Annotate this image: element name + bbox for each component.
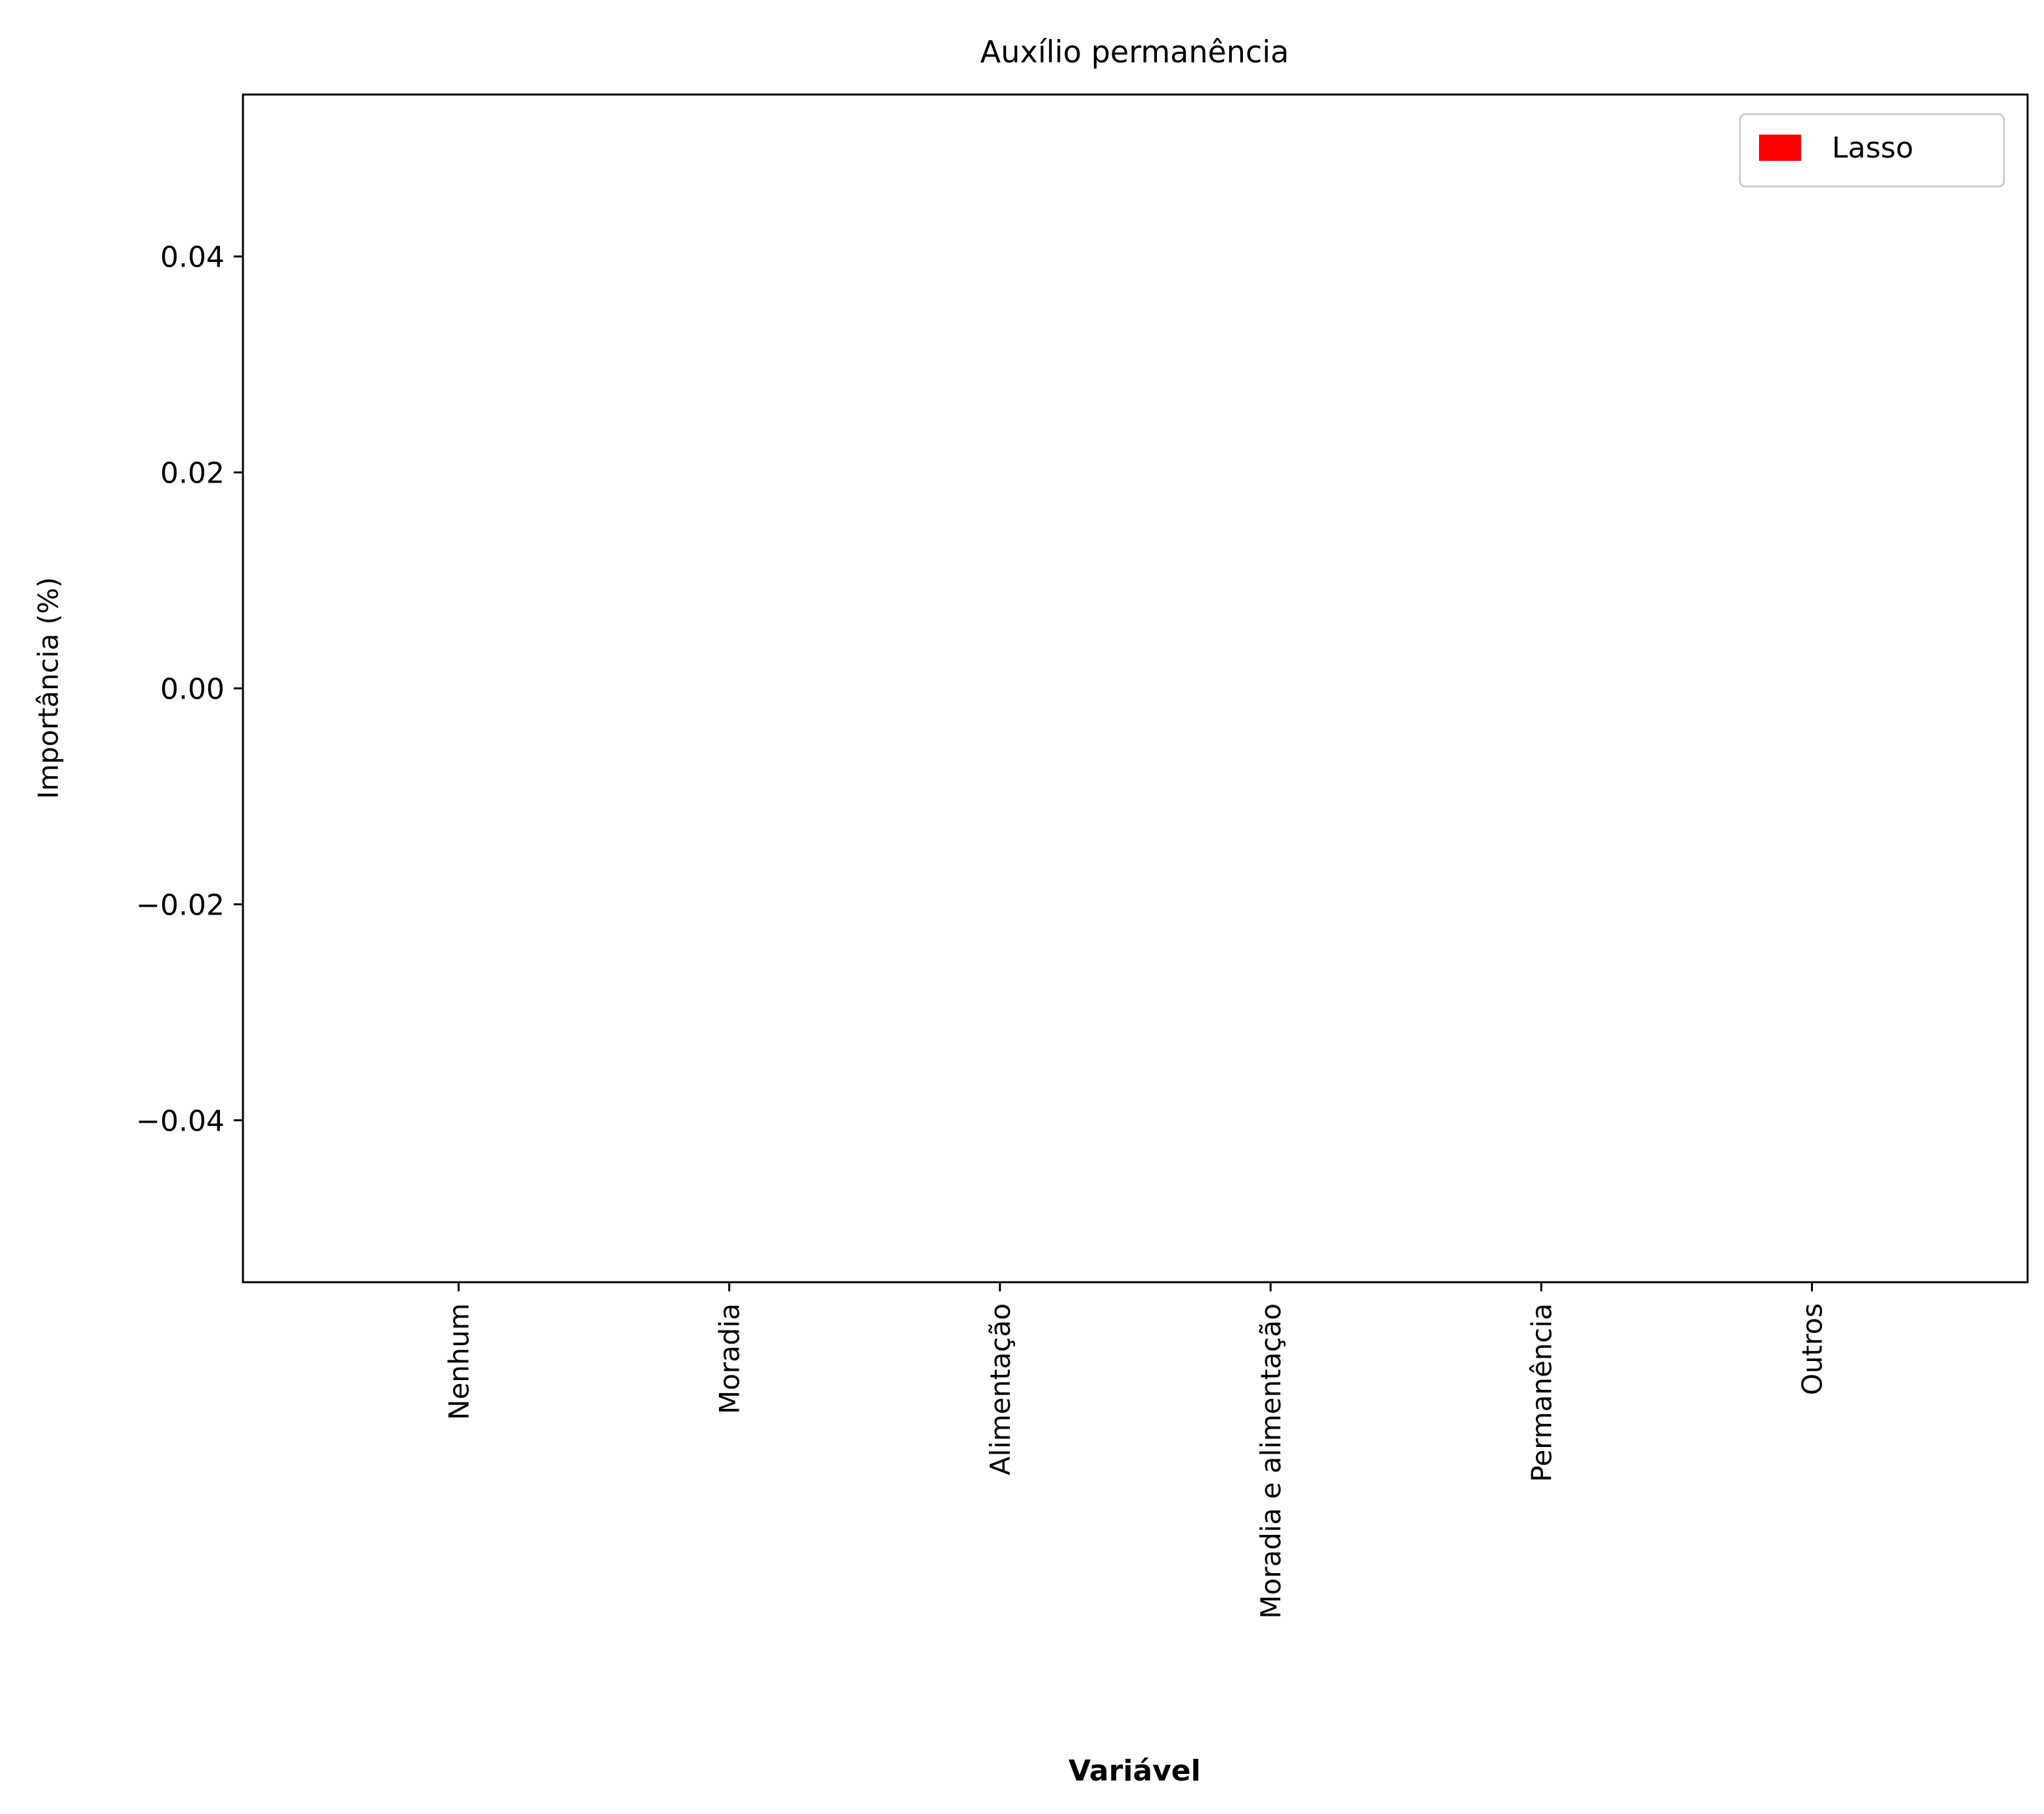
legend: Lasso [1739, 113, 2005, 188]
x-tick-label: Permanência [1525, 1303, 1557, 1482]
x-tick-label: Moradia [714, 1303, 746, 1414]
x-tick-label: Alimentação [984, 1303, 1016, 1475]
y-axis: −0.04 −0.02 0.00 0.02 0.04 [136, 241, 243, 1138]
y-tick-label: 0.04 [160, 241, 225, 274]
legend-label-lasso: Lasso [1832, 131, 1913, 165]
x-axis-label: Variável [1068, 1754, 1200, 1788]
x-tick-label: Moradia e alimentação [1255, 1303, 1287, 1619]
legend-swatch-lasso [1759, 135, 1801, 161]
x-axis: Nenhum Moradia Alimentação Moradia e alimen… [443, 1282, 1829, 1619]
x-tick-label: Nenhum [443, 1303, 475, 1420]
y-tick-label: −0.02 [136, 888, 225, 922]
y-tick-label: 0.00 [160, 673, 225, 706]
y-tick-label: −0.04 [136, 1104, 225, 1138]
y-axis-label: Importância (%) [32, 577, 64, 799]
chart-title: Auxílio permanência [980, 34, 1289, 70]
x-tick-label: Outros [1796, 1303, 1829, 1395]
y-tick-label: 0.02 [160, 457, 225, 490]
legend-box [1739, 113, 2005, 188]
